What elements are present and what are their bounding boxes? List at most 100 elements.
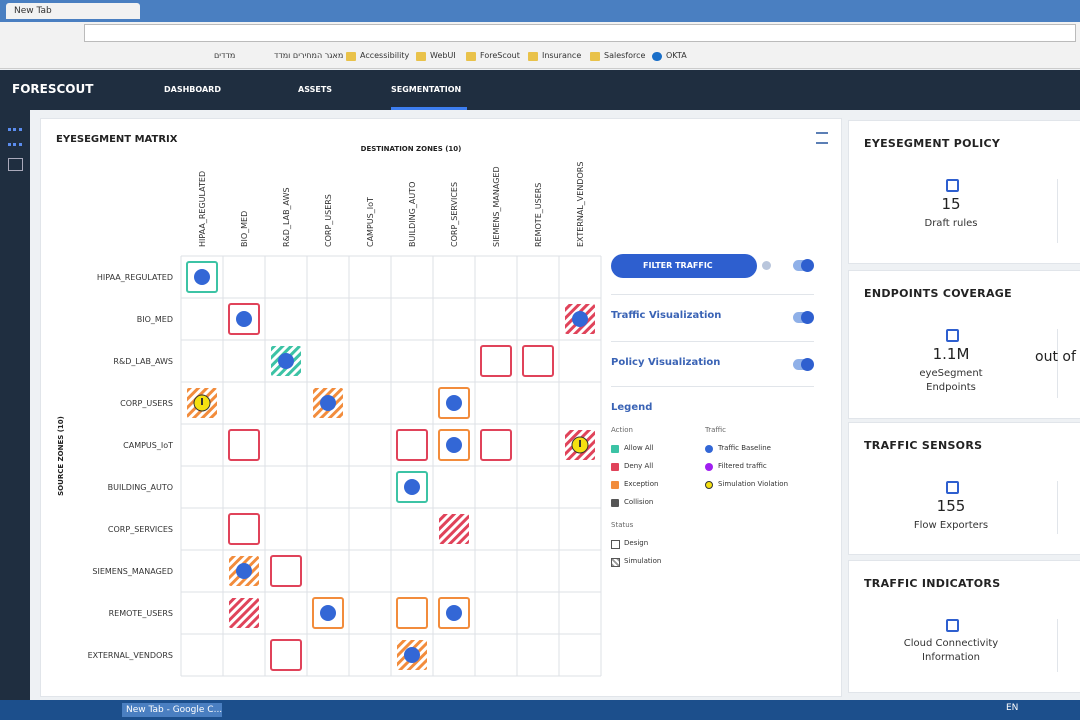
row-label: CAMPUS_IoT xyxy=(123,441,173,450)
column-label: CORP_USERS xyxy=(324,194,333,247)
simulation-cell xyxy=(229,598,259,628)
card-divider xyxy=(1057,481,1058,534)
traffic-dot xyxy=(446,605,462,621)
traffic-dot xyxy=(236,311,252,327)
design-cell xyxy=(270,555,302,587)
divider xyxy=(611,386,814,387)
row-label: BUILDING_AUTO xyxy=(108,483,173,492)
bookmark[interactable]: WebUI xyxy=(430,51,456,60)
column-label: R&D_LAB_AWS xyxy=(282,187,291,247)
card-label: Flow Exporters xyxy=(913,520,989,531)
card-icon xyxy=(946,329,959,342)
nav-tab[interactable]: ASSETS xyxy=(298,85,333,94)
column-label: BUILDING_AUTO xyxy=(408,182,417,247)
row-label: SIEMENS_MANAGED xyxy=(92,567,173,576)
nav-tab[interactable]: DASHBOARD xyxy=(164,85,221,94)
design-cell xyxy=(270,639,302,671)
matrix: EYESEGMENT MATRIX DESTINATION ZONES (10) S… xyxy=(56,134,602,677)
toggle-label: Traffic Visualization xyxy=(611,310,722,321)
card-label: eyeSegment Endpoints xyxy=(919,368,983,393)
traffic-dot xyxy=(446,437,462,453)
design-cell xyxy=(480,345,512,377)
bookmarks-bar: מדדים מאגר המחירים ומדד Accessibility WebUI… xyxy=(0,46,1080,69)
legend-swatch xyxy=(611,499,619,507)
bookmark[interactable]: OKTA xyxy=(666,51,687,60)
card-icon xyxy=(946,179,959,192)
bookmark-folder-icon xyxy=(346,52,356,61)
taskbar: New Tab - Google C... EN xyxy=(0,700,1080,720)
info-icon[interactable] xyxy=(762,261,771,270)
row-label: HIPAA_REGULATED xyxy=(97,273,173,282)
legend-label: Allow All xyxy=(624,444,654,452)
column-label: EXTERNAL_VENDORS xyxy=(576,162,585,247)
card-extra: out of xyxy=(1035,349,1076,365)
legend-title: Legend xyxy=(611,402,653,413)
legend-swatch xyxy=(611,445,619,453)
row-label: BIO_MED xyxy=(137,315,173,324)
tab-bar: New Tab xyxy=(0,0,1080,22)
row-label: CORP_SERVICES xyxy=(108,525,173,534)
nav-tab[interactable]: SEGMENTATION xyxy=(391,85,462,94)
bookmark[interactable]: ForeScout xyxy=(480,51,520,60)
panel-title: EYESEGMENT MATRIX xyxy=(56,134,178,145)
menu-icon[interactable] xyxy=(816,132,828,144)
violation-mark xyxy=(579,440,581,447)
design-cell xyxy=(396,429,428,461)
legend-label: Filtered traffic xyxy=(718,462,767,470)
bookmark[interactable]: Accessibility xyxy=(360,51,410,60)
design-cell xyxy=(228,513,260,545)
filter-button[interactable]: FILTER TRAFFIC xyxy=(611,254,757,278)
source-label: SOURCE ZONES (10) xyxy=(57,416,65,496)
card-icon xyxy=(946,619,959,632)
bookmark[interactable]: Insurance xyxy=(542,51,582,60)
design-cell xyxy=(396,597,428,629)
card-label: Draft rules xyxy=(924,218,978,229)
toggle[interactable] xyxy=(793,358,814,371)
card-value: 1.1M xyxy=(932,345,970,363)
card-divider xyxy=(1057,619,1058,672)
legend-label: Collision xyxy=(624,498,654,506)
bookmark[interactable]: מאגר המחירים ומדד xyxy=(274,51,344,60)
design-cell xyxy=(522,345,554,377)
bookmark[interactable]: Salesforce xyxy=(604,51,646,60)
card-title: TRAFFIC SENSORS xyxy=(864,439,983,452)
design-cell xyxy=(480,429,512,461)
address-bar[interactable] xyxy=(84,24,1076,42)
traffic-dot xyxy=(236,563,252,579)
toggle-label: Policy Visualization xyxy=(611,357,721,368)
legend-swatch xyxy=(611,481,619,489)
bookmark-folder-icon xyxy=(416,52,426,61)
legend-label: Exception xyxy=(624,480,659,488)
browser-tab[interactable]: New Tab xyxy=(6,3,140,19)
bookmark-folder-icon xyxy=(466,52,476,61)
row-label: CORP_USERS xyxy=(120,399,173,408)
card-divider xyxy=(1057,329,1058,398)
legend-heading: Action xyxy=(611,426,633,434)
legend-swatch xyxy=(611,463,619,471)
bookmark[interactable]: מדדים xyxy=(214,51,236,60)
sidebar xyxy=(0,110,30,700)
design-cell xyxy=(228,429,260,461)
taskbar-window[interactable]: New Tab - Google C... xyxy=(122,703,222,717)
grid-icon[interactable] xyxy=(8,128,22,146)
card-title: TRAFFIC INDICATORS xyxy=(864,577,1001,590)
row-label: EXTERNAL_VENDORS xyxy=(88,651,173,660)
address-bar-row xyxy=(0,22,1080,46)
toggle[interactable] xyxy=(793,311,814,324)
nav-active-underline xyxy=(391,107,467,110)
violation-mark xyxy=(201,398,203,405)
traffic-dot xyxy=(278,353,294,369)
traffic-dot xyxy=(320,605,336,621)
summary-card: ENDPOINTS COVERAGE 1.1M eyeSegment Endpoin… xyxy=(848,270,1080,419)
summary-card: EYESEGMENT POLICY 15 Draft rules xyxy=(848,120,1080,264)
toggle[interactable] xyxy=(793,259,814,272)
card-label: Cloud Connectivity Information xyxy=(903,638,999,663)
logo: FORESCOUT xyxy=(12,82,94,96)
traffic-dot xyxy=(320,395,336,411)
segment-icon[interactable] xyxy=(8,158,23,171)
card-icon xyxy=(946,481,959,494)
traffic-dot xyxy=(404,479,420,495)
legend-label: Design xyxy=(624,539,649,547)
destination-label: DESTINATION ZONES (10) xyxy=(361,145,462,153)
